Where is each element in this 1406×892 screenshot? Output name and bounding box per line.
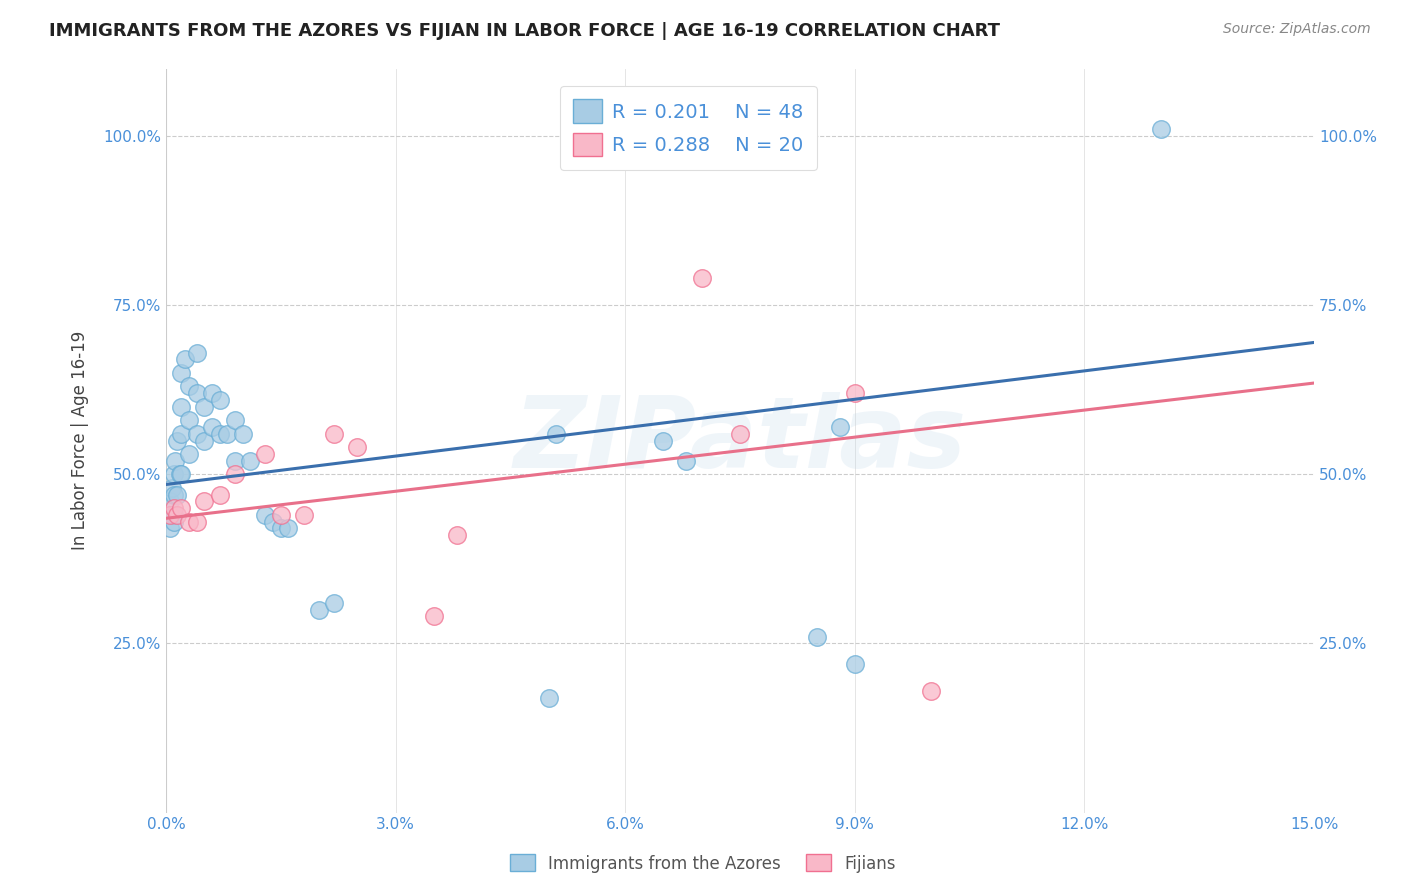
Text: IMMIGRANTS FROM THE AZORES VS FIJIAN IN LABOR FORCE | AGE 16-19 CORRELATION CHAR: IMMIGRANTS FROM THE AZORES VS FIJIAN IN … bbox=[49, 22, 1000, 40]
Point bbox=[160, 481, 183, 495]
Point bbox=[163, 467, 186, 482]
Point bbox=[177, 379, 200, 393]
Point bbox=[166, 434, 188, 448]
Y-axis label: In Labor Force | Age 16-19: In Labor Force | Age 16-19 bbox=[72, 331, 89, 550]
Point bbox=[186, 515, 208, 529]
Point bbox=[224, 467, 246, 482]
Point bbox=[546, 426, 568, 441]
Point bbox=[186, 386, 208, 401]
Point bbox=[177, 447, 200, 461]
Point bbox=[159, 508, 181, 522]
Point bbox=[201, 386, 224, 401]
Point bbox=[254, 447, 277, 461]
Text: ZIPatlas: ZIPatlas bbox=[513, 392, 966, 489]
Point bbox=[675, 454, 697, 468]
Point bbox=[323, 426, 346, 441]
Point bbox=[844, 386, 866, 401]
Point bbox=[270, 508, 292, 522]
Point bbox=[193, 400, 215, 414]
Point bbox=[224, 413, 246, 427]
Point bbox=[174, 352, 197, 367]
Point bbox=[165, 454, 187, 468]
Point bbox=[193, 434, 215, 448]
Point bbox=[169, 467, 191, 482]
Point bbox=[652, 434, 675, 448]
Point bbox=[537, 690, 560, 705]
Point bbox=[728, 426, 751, 441]
Point bbox=[806, 630, 828, 644]
Point bbox=[166, 508, 188, 522]
Point bbox=[323, 596, 346, 610]
Legend: Immigrants from the Azores, Fijians: Immigrants from the Azores, Fijians bbox=[503, 847, 903, 880]
Point bbox=[208, 488, 231, 502]
Point bbox=[163, 515, 186, 529]
Point bbox=[828, 420, 851, 434]
Point bbox=[292, 508, 315, 522]
Point bbox=[166, 488, 188, 502]
Point bbox=[224, 454, 246, 468]
Point bbox=[159, 494, 181, 508]
Point bbox=[170, 467, 193, 482]
Point bbox=[208, 392, 231, 407]
Point bbox=[1150, 122, 1173, 136]
Point bbox=[920, 683, 942, 698]
Legend: R = 0.201    N = 48, R = 0.288    N = 20: R = 0.201 N = 48, R = 0.288 N = 20 bbox=[560, 86, 817, 170]
Point bbox=[262, 515, 284, 529]
Point bbox=[170, 501, 193, 516]
Point bbox=[844, 657, 866, 671]
Point bbox=[270, 521, 292, 535]
Point bbox=[193, 494, 215, 508]
Point bbox=[177, 515, 200, 529]
Point bbox=[186, 345, 208, 359]
Point bbox=[170, 400, 193, 414]
Point bbox=[308, 602, 330, 616]
Point bbox=[423, 609, 446, 624]
Point bbox=[239, 454, 262, 468]
Point bbox=[170, 426, 193, 441]
Point bbox=[217, 426, 239, 441]
Point bbox=[170, 366, 193, 380]
Point bbox=[208, 426, 231, 441]
Point bbox=[231, 426, 253, 441]
Point bbox=[159, 521, 181, 535]
Point bbox=[254, 508, 277, 522]
Point bbox=[163, 488, 186, 502]
Point bbox=[690, 271, 713, 285]
Point bbox=[186, 426, 208, 441]
Point bbox=[177, 413, 200, 427]
Point bbox=[446, 528, 468, 542]
Point bbox=[346, 440, 368, 454]
Point bbox=[163, 508, 186, 522]
Point bbox=[163, 501, 186, 516]
Point bbox=[277, 521, 299, 535]
Text: Source: ZipAtlas.com: Source: ZipAtlas.com bbox=[1223, 22, 1371, 37]
Point bbox=[159, 508, 181, 522]
Point bbox=[201, 420, 224, 434]
